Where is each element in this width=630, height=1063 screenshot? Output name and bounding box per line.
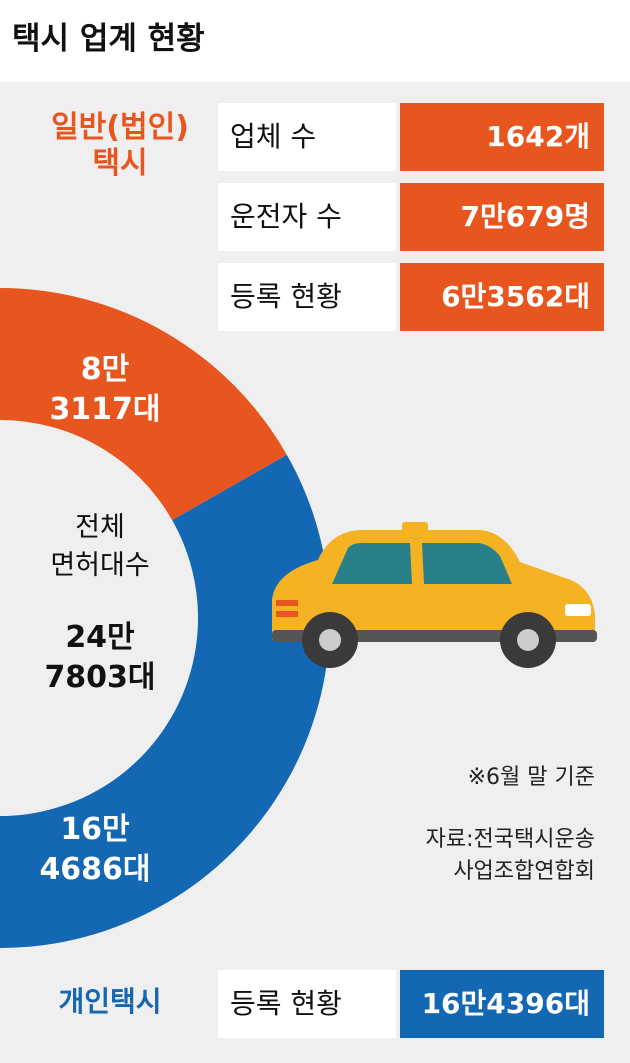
- cell: [400, 970, 604, 1038]
- cell: [218, 103, 396, 171]
- row-value: 7만679명: [461, 200, 590, 233]
- donut: [0, 288, 330, 948]
- center-label: 전체 면허대수: [50, 512, 149, 581]
- cell: [400, 183, 604, 251]
- row-value: 6만3562대: [441, 280, 590, 313]
- corporate-title: 일반(법인) 택시: [51, 110, 189, 181]
- row-label: 등록 현황: [230, 987, 342, 1020]
- note: ※6월 말 기준: [468, 765, 595, 790]
- row-label: 업체 수: [230, 120, 316, 153]
- row-label: 등록 현황: [230, 280, 342, 313]
- corporate-table: 업체 수 1642개 운전자 수 7만679명 등록 현황 6만3562대: [218, 103, 604, 331]
- source: 자료:전국택시운송 사업조합연합회: [426, 827, 595, 884]
- personal-title: 개인택시: [58, 985, 161, 1018]
- row-value: 16만4396대: [422, 987, 590, 1020]
- row-label: 운전자 수: [230, 200, 342, 233]
- cell: [400, 103, 604, 171]
- donut-segment: [0, 454, 330, 948]
- cell: [218, 970, 396, 1038]
- total-label: 24만 7803대: [44, 620, 155, 695]
- donut-segment: [0, 288, 287, 521]
- cell: [218, 263, 396, 331]
- segment-label: 8만 3117대: [49, 352, 160, 427]
- segment-label: 16만 4686대: [39, 812, 150, 887]
- taxi-icon: [272, 522, 597, 668]
- row-value: 1642개: [486, 120, 590, 153]
- cell: [218, 183, 396, 251]
- cell: [400, 263, 604, 331]
- title: 택시 업계 현황: [12, 21, 205, 57]
